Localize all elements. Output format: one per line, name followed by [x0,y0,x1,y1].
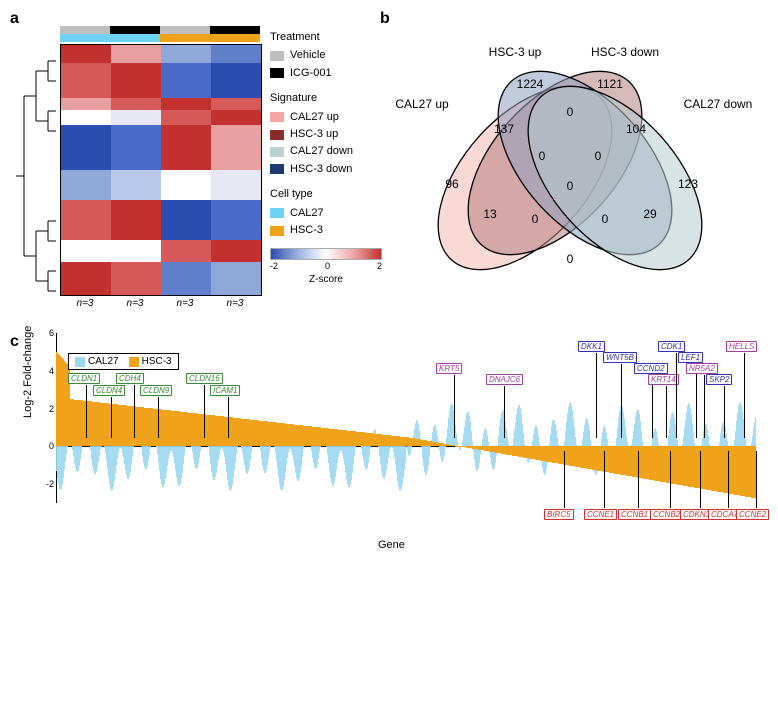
svg-text:0: 0 [539,149,546,163]
svg-text:1121: 1121 [597,77,623,91]
heatmap: n=3n=3n=3n=3 [60,26,262,309]
svg-text:96: 96 [445,177,459,191]
dendrogram-icon [14,46,58,306]
svg-text:13: 13 [483,207,497,221]
ztick: -2 [270,260,278,273]
heatmap-legends: Treatment VehicleICG-001 Signature CAL27… [270,30,382,309]
svg-text:0: 0 [567,252,574,266]
zscore-bar [270,248,382,260]
panel-b: b CAL27 up HSC-3 up HSC-3 down CAL27 down 96… [380,10,760,313]
svg-text:CAL27 down: CAL27 down [684,97,753,111]
panel-a-label: a [10,10,19,28]
treatment-legend: Treatment VehicleICG-001 [270,30,382,81]
annot-treatment [60,26,262,34]
y-axis-label: Log-2 Fold-change [22,326,34,418]
heatmap-grid [60,44,262,296]
ztick: 0 [325,260,330,273]
legend-title: Treatment [270,30,382,45]
svg-text:HSC-3 down: HSC-3 down [591,45,659,59]
legend-item: CAL27 [75,356,119,367]
x-axis-label: Gene [378,539,405,551]
figure: a n=3n=3n=3n=3 [10,10,768,543]
signature-legend: Signature CAL27 upHSC-3 upCAL27 downHSC-… [270,91,382,177]
svg-text:1224: 1224 [517,77,544,91]
panel-c-label: c [10,333,19,351]
legend-swatch [129,357,139,367]
svg-text:0: 0 [595,149,602,163]
legend-title: Signature [270,91,382,106]
svg-text:HSC-3 up: HSC-3 up [489,45,542,59]
svg-text:0: 0 [602,212,609,226]
venn-diagram: CAL27 up HSC-3 up HSC-3 down CAL27 down 96 12… [380,10,760,310]
svg-text:123: 123 [678,177,698,191]
legend-item: HSC-3 [129,356,172,367]
zscore-title: Z-score [270,273,382,287]
fold-change-chart: Log-2 Fold-change Gene 6420-2 CLDN1CLDN4… [28,333,768,543]
svg-text:0: 0 [567,179,574,193]
zscore-scale: -2 0 2 Z-score [270,248,382,287]
legend-label: HSC-3 [142,356,172,367]
svg-text:0: 0 [567,105,574,119]
panel-b-label: b [380,10,390,28]
panel-c: c Log-2 Fold-change Gene 6420-2 CLDN1CLD… [10,333,768,543]
svg-text:29: 29 [643,207,657,221]
heatmap-col-labels: n=3n=3n=3n=3 [60,298,262,309]
panel-a: a n=3n=3n=3n=3 [10,10,370,313]
legend-title: Cell type [270,187,382,202]
chart-legend: CAL27 HSC-3 [68,353,179,370]
svg-text:0: 0 [532,212,539,226]
svg-text:CAL27 up: CAL27 up [395,97,449,111]
annot-celltype [60,34,262,42]
legend-swatch [75,357,85,367]
legend-label: CAL27 [88,356,119,367]
top-row: a n=3n=3n=3n=3 [10,10,768,313]
svg-text:104: 104 [626,122,646,136]
celltype-legend: Cell type CAL27HSC-3 [270,187,382,238]
svg-text:137: 137 [494,122,514,136]
